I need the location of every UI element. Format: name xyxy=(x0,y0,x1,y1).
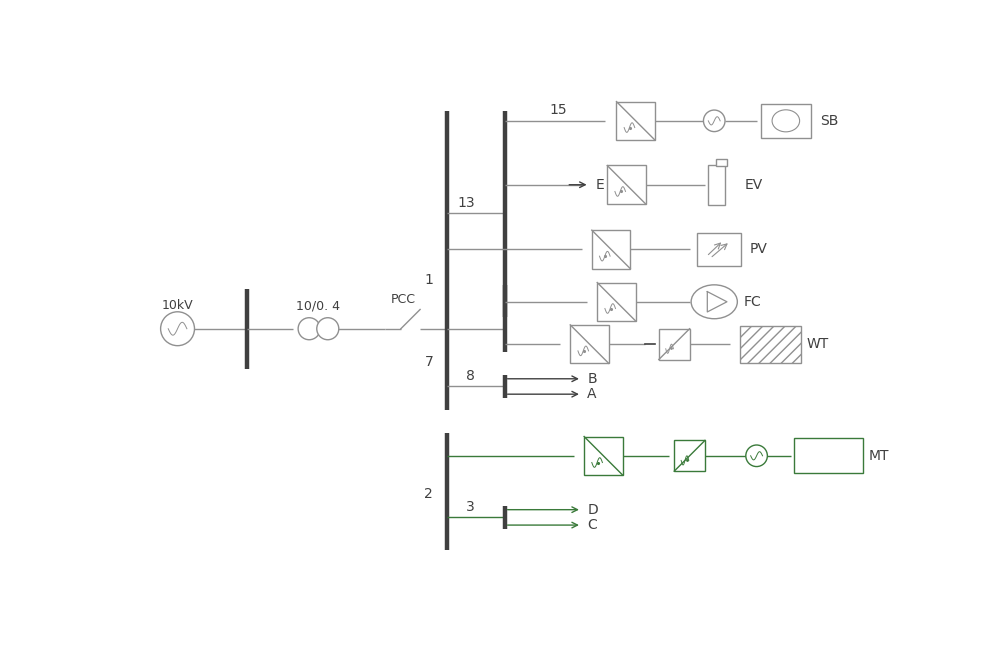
Text: MT: MT xyxy=(868,449,889,463)
Text: PV: PV xyxy=(750,243,768,256)
Text: 2: 2 xyxy=(424,487,433,501)
Text: 1: 1 xyxy=(424,273,433,287)
Text: E: E xyxy=(596,178,604,192)
Bar xyxy=(674,440,705,471)
Bar xyxy=(794,438,863,473)
Text: D: D xyxy=(587,503,598,517)
Circle shape xyxy=(317,318,339,339)
Bar xyxy=(570,325,609,364)
Ellipse shape xyxy=(691,285,737,318)
Bar xyxy=(697,233,741,266)
Text: 8: 8 xyxy=(466,369,475,383)
Bar xyxy=(716,159,727,166)
Circle shape xyxy=(746,445,767,466)
Circle shape xyxy=(161,312,194,346)
Circle shape xyxy=(703,110,725,131)
Text: EV: EV xyxy=(745,178,763,192)
Bar xyxy=(597,283,636,321)
Bar xyxy=(607,165,646,204)
Text: 15: 15 xyxy=(550,103,568,117)
Bar xyxy=(708,165,725,205)
Text: 10/0. 4: 10/0. 4 xyxy=(296,299,340,312)
Text: PCC: PCC xyxy=(391,293,416,306)
Bar xyxy=(592,230,630,269)
Circle shape xyxy=(298,318,320,339)
Bar xyxy=(740,326,801,362)
Text: A: A xyxy=(587,387,597,401)
Text: FC: FC xyxy=(744,295,761,309)
Text: 10kV: 10kV xyxy=(162,299,193,312)
Bar xyxy=(659,329,690,360)
Text: SB: SB xyxy=(820,114,839,128)
Text: 13: 13 xyxy=(457,196,475,210)
Text: 3: 3 xyxy=(466,500,475,513)
Text: 7: 7 xyxy=(424,355,433,369)
Bar xyxy=(761,104,811,138)
Text: C: C xyxy=(587,518,597,532)
Bar xyxy=(616,101,655,140)
Text: B: B xyxy=(587,371,597,386)
Text: WT: WT xyxy=(807,337,829,351)
Bar xyxy=(584,436,623,475)
